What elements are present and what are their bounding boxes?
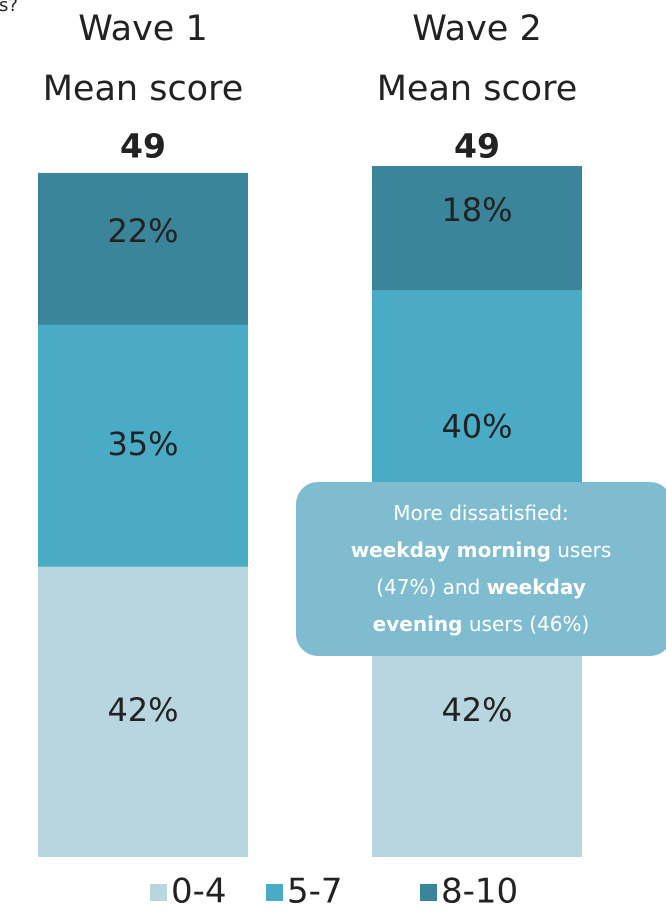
category-label: Wave 2 [412, 9, 541, 49]
legend-swatch [420, 884, 437, 901]
annotation-box [296, 482, 666, 656]
bar-segment [38, 566, 248, 857]
mean-score: 49 [120, 127, 166, 166]
category-label: Wave 1 [78, 9, 207, 49]
legend-label: 5-7 [287, 872, 343, 912]
value-label: 22% [107, 212, 178, 250]
bar-segment [38, 172, 248, 325]
value-label: 42% [441, 691, 512, 729]
bar-segment [38, 324, 248, 567]
legend-swatch [150, 884, 167, 901]
legend-label: 8-10 [441, 872, 518, 912]
value-label: 18% [441, 191, 512, 229]
annotation-segment: users (46%) [463, 612, 590, 636]
annotation-segment: weekday morning [351, 538, 551, 562]
annotation-text: More dissatisfied: [393, 501, 568, 525]
annotation-segment: evening [373, 612, 463, 636]
mean-label: Mean score [43, 69, 244, 109]
bar-segment [372, 166, 582, 291]
annotation-segment: users [551, 538, 611, 562]
mean-score: 49 [454, 127, 500, 166]
value-label: 40% [441, 408, 512, 446]
annotation-text: evening users (46%) [373, 612, 590, 636]
legend-swatch [266, 884, 283, 901]
annotation-segment: (47%) and [376, 575, 486, 599]
annotation-segment: More dissatisfied: [393, 501, 568, 525]
mean-label: Mean score [377, 69, 578, 109]
annotation-text: weekday morning users [351, 538, 612, 562]
annotation-text: (47%) and weekday [376, 575, 586, 599]
value-label: 35% [107, 425, 178, 463]
cropped-text: is? [0, 0, 18, 16]
annotation-segment: weekday [487, 575, 586, 599]
value-label: 42% [107, 691, 178, 729]
legend-label: 0-4 [171, 872, 227, 912]
